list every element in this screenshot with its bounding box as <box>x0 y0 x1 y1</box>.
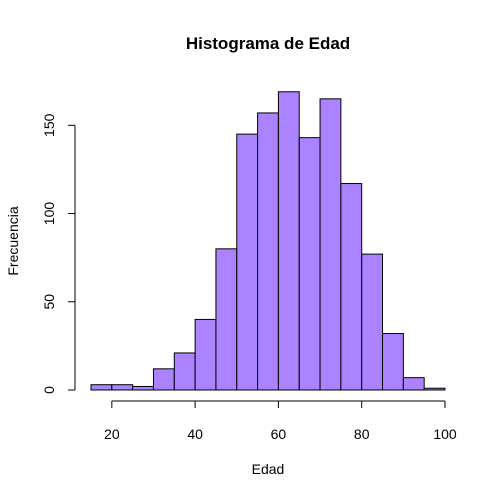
histogram-bar <box>298 137 321 391</box>
histogram-bar <box>173 352 196 391</box>
x-tick-label: 40 <box>187 426 203 442</box>
histogram-bar <box>402 377 425 391</box>
y-tick-label: 50 <box>41 294 57 310</box>
y-axis-label: Frecuencia <box>5 206 21 275</box>
y-axis: 0 50 100 150 <box>41 113 76 394</box>
x-axis: 20 40 60 80 100 <box>104 400 457 442</box>
histogram-bar <box>382 333 404 391</box>
y-tick-label: 0 <box>41 386 57 394</box>
histogram-bar <box>194 318 217 391</box>
histogram-bar <box>111 384 134 391</box>
histogram-bar <box>132 385 154 391</box>
histogram-bar <box>361 253 384 391</box>
x-axis-label: Edad <box>252 461 285 477</box>
histogram-bar <box>257 112 279 391</box>
histogram-bar <box>319 98 342 391</box>
chart-title: Histograma de Edad <box>186 34 350 53</box>
histogram-bars <box>90 91 446 391</box>
histogram-bar <box>340 183 363 391</box>
histogram-bar <box>277 91 300 391</box>
y-tick-label: 100 <box>41 202 57 226</box>
histogram-bar <box>90 384 113 391</box>
histogram-bar <box>423 387 446 391</box>
x-tick-label: 20 <box>104 426 120 442</box>
histogram-bar <box>236 133 259 391</box>
x-tick-label: 60 <box>271 426 287 442</box>
x-tick-label: 80 <box>354 426 370 442</box>
y-tick-label: 150 <box>41 113 57 137</box>
histogram-bar <box>215 248 238 391</box>
x-tick-label: 100 <box>433 426 457 442</box>
histogram-bar <box>152 368 175 391</box>
